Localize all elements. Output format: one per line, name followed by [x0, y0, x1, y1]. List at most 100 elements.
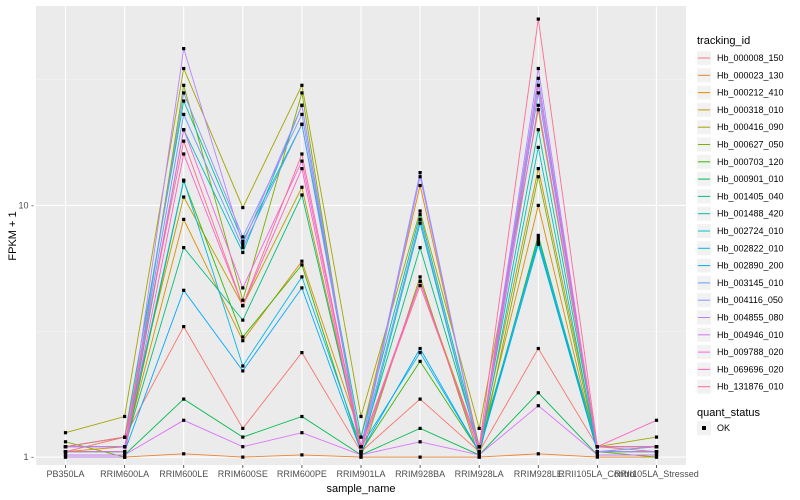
- legend-item-label: Hb_002724_010: [717, 226, 784, 236]
- legend-item-label: Hb_000416_090: [717, 122, 784, 132]
- data-point: [536, 346, 540, 351]
- data-point: [182, 91, 186, 95]
- y-tick-label: 1 -: [23, 452, 34, 462]
- data-point: [182, 217, 186, 221]
- legend-item-label: Hb_004116_050: [717, 295, 783, 305]
- legend-item-label: Hb_004855_080: [717, 313, 784, 323]
- data-point: [477, 445, 481, 449]
- data-point: [241, 206, 245, 210]
- x-tick-label: RRIM600LE: [159, 469, 208, 479]
- data-point: [182, 418, 186, 422]
- x-tick-label: RRII105LA_Stressed: [614, 469, 699, 479]
- data-point: [359, 435, 363, 439]
- data-point: [654, 453, 659, 457]
- data-point: [536, 83, 540, 87]
- data-point: [241, 304, 245, 308]
- legend-item-label: Hb_000023_130: [717, 70, 784, 80]
- data-point: [300, 453, 304, 457]
- data-point: [359, 445, 363, 449]
- data-point: [418, 346, 422, 351]
- data-point: [300, 159, 304, 163]
- data-point: [241, 246, 245, 250]
- data-point: [536, 103, 540, 107]
- legend-item-label: Hb_000901_010: [717, 174, 784, 184]
- legend-item-label: Hb_001488_420: [717, 209, 784, 219]
- data-point: [536, 404, 540, 408]
- data-point: [300, 431, 304, 435]
- data-point: [182, 288, 186, 292]
- data-point: [418, 221, 422, 225]
- legend-item-label: Hb_009788_020: [717, 347, 784, 357]
- data-point: [477, 450, 481, 454]
- data-point: [359, 414, 363, 419]
- data-point: [241, 239, 245, 243]
- data-point: [241, 364, 245, 368]
- data-point: [536, 76, 540, 80]
- data-point: [300, 414, 304, 419]
- data-point: [536, 175, 540, 179]
- data-point: [182, 178, 186, 182]
- data-point: [300, 167, 304, 171]
- legend-item-label: Hb_000008_150: [717, 53, 784, 63]
- data-point: [418, 209, 422, 213]
- data-point: [536, 203, 540, 207]
- data-point: [123, 455, 127, 459]
- data-point: [300, 112, 304, 116]
- y-axis-title: FPKM + 1: [7, 211, 19, 260]
- legend: tracking_id Hb_000008_150 Hb_000023_130 Hb…: [697, 35, 784, 435]
- data-point: [300, 185, 304, 189]
- data-point: [300, 83, 304, 87]
- data-point: [418, 171, 422, 175]
- x-tick-label: RRII105LA_Control: [558, 469, 636, 479]
- legend-title: tracking_id: [697, 35, 750, 47]
- data-point: [300, 91, 304, 95]
- data-point: [536, 233, 540, 237]
- legend-items: Hb_000008_150 Hb_000023_130 Hb_000212_410 H…: [697, 51, 784, 394]
- data-point: [418, 183, 422, 188]
- legend-item-label: Hb_131876_010: [717, 382, 784, 392]
- data-point: [536, 17, 540, 21]
- data-point: [418, 212, 422, 217]
- x-tick-label: RRIM600LA: [100, 469, 149, 479]
- data-point: [418, 397, 422, 401]
- data-point: [300, 152, 304, 156]
- data-point: [123, 435, 127, 439]
- data-point: [123, 453, 127, 457]
- data-point: [241, 455, 245, 459]
- legend-item-label: Hb_001405_040: [717, 191, 784, 201]
- data-point: [418, 440, 422, 444]
- data-point: [182, 195, 186, 199]
- data-point: [63, 450, 68, 454]
- data-point: [182, 246, 186, 250]
- x-tick-label: PB350LA: [47, 469, 85, 479]
- data-point: [418, 455, 422, 459]
- data-point: [595, 453, 599, 457]
- data-point: [595, 455, 599, 459]
- data-point: [359, 453, 363, 457]
- data-point: [182, 139, 186, 143]
- data-point: [63, 431, 68, 435]
- data-point: [241, 235, 245, 239]
- legend-point-key-marker: [702, 426, 706, 430]
- data-point: [536, 391, 540, 395]
- data-point: [595, 445, 599, 449]
- data-point: [477, 426, 481, 430]
- data-point: [241, 335, 245, 339]
- x-tick-label: RRIM928LE: [514, 469, 563, 479]
- data-point: [418, 175, 422, 179]
- x-axis-title: sample_name: [326, 483, 395, 495]
- data-point: [654, 445, 659, 449]
- legend-point-title: quant_status: [697, 407, 760, 419]
- data-point: [182, 47, 186, 51]
- data-point: [241, 250, 245, 255]
- data-point: [182, 452, 186, 456]
- data-point: [300, 193, 304, 197]
- data-point: [63, 455, 68, 459]
- data-point: [654, 418, 659, 422]
- data-point: [300, 275, 304, 279]
- y-tick-label: 10 -: [18, 200, 34, 210]
- data-point: [241, 435, 245, 439]
- data-point: [418, 351, 422, 355]
